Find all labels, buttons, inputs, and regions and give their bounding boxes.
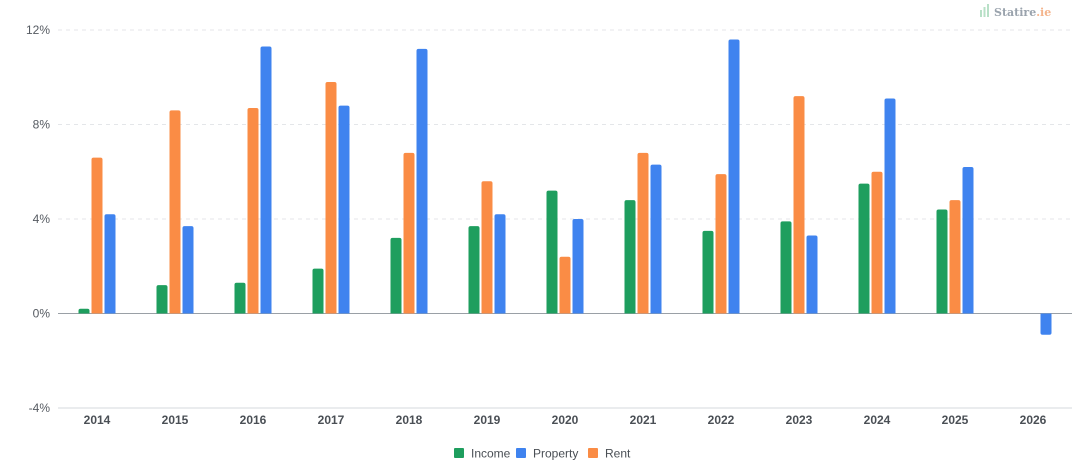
bar-rent-2018[interactable] (403, 152, 415, 314)
bar-income-2020[interactable] (546, 190, 558, 314)
bar-chart-icon (980, 4, 989, 17)
y-tick-label: 8% (33, 118, 51, 132)
bar-rent-2016[interactable] (247, 107, 259, 314)
legend-label: Property (533, 447, 578, 461)
bar-rent-2023[interactable] (793, 96, 805, 314)
bar-rent-2024[interactable] (871, 171, 883, 314)
bar-income-2022[interactable] (702, 230, 714, 314)
bar-property-2017[interactable] (338, 105, 350, 314)
y-axis-ticks: -4% 0% 4% 8% 12% (26, 23, 50, 415)
brand-name-tld: .ie (1036, 6, 1051, 19)
bar-property-2021[interactable] (650, 164, 662, 314)
legend-item-income[interactable]: Income (454, 447, 511, 461)
legend-swatch (516, 448, 526, 458)
x-tick-label: 2025 (942, 413, 969, 427)
bar-income-2017[interactable] (312, 268, 324, 314)
y-tick-label: -4% (29, 401, 51, 415)
x-tick-label: 2016 (240, 413, 267, 427)
legend-label: Rent (605, 447, 631, 461)
bar-income-2025[interactable] (936, 209, 948, 314)
x-tick-label: 2026 (1020, 413, 1047, 427)
bar-rent-2021[interactable] (637, 152, 649, 314)
x-tick-label: 2021 (630, 413, 657, 427)
x-tick-label: 2023 (786, 413, 813, 427)
bar-rent-2022[interactable] (715, 174, 727, 314)
brand-name-main: Statire (994, 6, 1036, 19)
grid-lines (58, 29, 1072, 409)
y-tick-label: 4% (33, 212, 51, 226)
bar-property-2024[interactable] (884, 98, 896, 314)
x-tick-label: 2014 (84, 413, 111, 427)
legend-item-rent[interactable]: Rent (588, 447, 631, 461)
bar-income-2023[interactable] (780, 221, 792, 314)
bar-income-2015[interactable] (156, 285, 168, 314)
x-tick-label: 2015 (162, 413, 189, 427)
x-axis-ticks: 2014 2015 2016 2017 2018 2019 2020 2021 2022 2023… (84, 413, 1047, 427)
bar-income-2016[interactable] (234, 282, 246, 314)
y-tick-label: 0% (33, 307, 51, 321)
x-tick-label: 2020 (552, 413, 579, 427)
bar-property-2020[interactable] (572, 219, 584, 314)
bar-rent-2015[interactable] (169, 110, 181, 314)
legend-label: Income (471, 447, 511, 461)
bar-income-2019[interactable] (468, 226, 480, 314)
x-tick-label: 2018 (396, 413, 423, 427)
legend: Income Property Rent (454, 447, 631, 461)
x-tick-label: 2022 (708, 413, 735, 427)
bar-property-2015[interactable] (182, 226, 194, 314)
bar-property-2018[interactable] (416, 48, 428, 314)
brand-logo: Statire.ie (980, 4, 1051, 19)
bar-property-2014[interactable] (104, 214, 116, 314)
bar-rent-2014[interactable] (91, 157, 103, 314)
bar-property-2019[interactable] (494, 214, 506, 314)
bar-property-2023[interactable] (806, 235, 818, 314)
bars (78, 39, 1052, 335)
bar-rent-2025[interactable] (949, 200, 961, 314)
bar-property-2026[interactable] (1040, 313, 1052, 335)
x-tick-label: 2017 (318, 413, 345, 427)
bar-income-2018[interactable] (390, 237, 402, 314)
bar-rent-2017[interactable] (325, 81, 337, 314)
bar-rent-2019[interactable] (481, 181, 493, 314)
bar-rent-2020[interactable] (559, 256, 571, 314)
legend-swatch (454, 448, 464, 458)
legend-swatch (588, 448, 598, 458)
x-tick-label: 2024 (864, 413, 891, 427)
bar-property-2025[interactable] (962, 167, 974, 314)
y-tick-label: 12% (26, 23, 50, 37)
bar-income-2021[interactable] (624, 200, 636, 314)
legend-item-property[interactable]: Property (516, 447, 578, 461)
brand-name: Statire.ie (994, 6, 1051, 19)
bar-property-2022[interactable] (728, 39, 740, 314)
x-tick-label: 2019 (474, 413, 501, 427)
bar-property-2016[interactable] (260, 46, 272, 314)
bar-income-2014[interactable] (78, 308, 90, 314)
bar-income-2024[interactable] (858, 183, 870, 314)
